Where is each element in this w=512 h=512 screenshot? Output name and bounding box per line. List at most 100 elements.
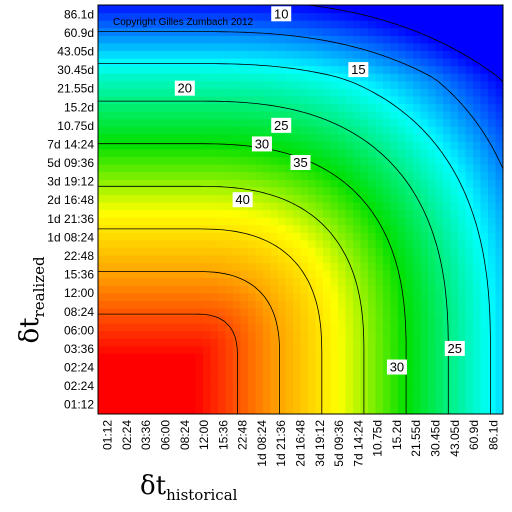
heatmap-cell xyxy=(113,323,122,332)
heatmap-cell xyxy=(308,201,317,211)
heatmap-cell xyxy=(458,360,467,370)
heatmap-cell xyxy=(105,277,114,286)
heatmap-cell xyxy=(443,141,452,150)
heatmap-cell xyxy=(180,171,189,180)
heatmap-cell xyxy=(390,232,399,241)
y-tick-label: 60.9d xyxy=(64,26,94,40)
heatmap-cell xyxy=(165,171,174,180)
heatmap-cell xyxy=(473,315,482,324)
heatmap-cell xyxy=(473,217,482,226)
heatmap-cell xyxy=(195,5,204,14)
heatmap-cell xyxy=(270,270,279,279)
heatmap-cell xyxy=(218,118,227,127)
heatmap-cell xyxy=(323,285,332,294)
heatmap-cell xyxy=(330,383,339,392)
heatmap-cell xyxy=(398,338,407,347)
heatmap-cell xyxy=(443,148,452,158)
heatmap-cell xyxy=(383,133,392,142)
heatmap-cell xyxy=(240,133,249,142)
heatmap-cell xyxy=(188,232,197,241)
heatmap-cell xyxy=(255,300,264,309)
heatmap-cell xyxy=(225,65,234,74)
heatmap-cell xyxy=(300,376,309,385)
y-tick-label: 02:24 xyxy=(64,379,94,393)
heatmap-cell xyxy=(203,20,212,29)
heatmap-cell xyxy=(398,398,407,408)
heatmap-cell xyxy=(375,247,384,256)
heatmap-cell xyxy=(158,118,167,127)
heatmap-cell xyxy=(345,376,354,385)
heatmap-cell xyxy=(98,315,107,324)
heatmap-cell xyxy=(98,323,107,332)
heatmap-cell xyxy=(330,88,339,97)
heatmap-cell xyxy=(480,186,489,195)
heatmap-cell xyxy=(338,254,347,264)
heatmap-cell xyxy=(443,12,452,21)
heatmap-cell xyxy=(128,383,137,392)
heatmap-cell xyxy=(120,171,129,180)
heatmap-cell xyxy=(120,368,129,377)
heatmap-cell xyxy=(128,171,137,180)
heatmap-cell xyxy=(420,368,429,377)
heatmap-cell xyxy=(255,186,264,195)
heatmap-cell xyxy=(458,224,467,233)
heatmap-cell xyxy=(428,398,437,408)
heatmap-cell xyxy=(98,345,107,354)
heatmap-cell xyxy=(120,164,129,173)
heatmap-cell xyxy=(360,315,369,324)
heatmap-cell xyxy=(270,164,279,173)
heatmap-cell xyxy=(218,292,227,301)
heatmap-cell xyxy=(285,277,294,286)
heatmap-cell xyxy=(120,270,129,279)
heatmap-cell xyxy=(405,360,414,370)
heatmap-cell xyxy=(368,353,377,362)
heatmap-cell xyxy=(383,118,392,127)
heatmap-cell xyxy=(203,300,212,309)
heatmap-cell xyxy=(158,360,167,370)
heatmap-cell xyxy=(263,12,272,21)
heatmap-cell xyxy=(345,300,354,309)
heatmap-cell xyxy=(195,35,204,44)
heatmap-cell xyxy=(165,232,174,241)
heatmap-cell xyxy=(278,406,287,414)
heatmap-cell xyxy=(278,58,287,67)
heatmap-cell xyxy=(375,156,384,165)
y-tick-label: 3d 19:12 xyxy=(47,175,94,189)
heatmap-cell xyxy=(285,239,294,248)
heatmap-cell xyxy=(120,95,129,105)
heatmap-cell xyxy=(435,353,444,362)
heatmap-cell xyxy=(345,194,354,203)
heatmap-cell xyxy=(263,111,272,120)
heatmap-cell xyxy=(210,239,219,248)
heatmap-cell xyxy=(105,103,114,112)
heatmap-cell xyxy=(435,323,444,332)
heatmap-cell xyxy=(338,20,347,29)
heatmap-cell xyxy=(338,217,347,226)
heatmap-cell xyxy=(278,111,287,120)
heatmap-cell xyxy=(98,383,107,392)
heatmap-cell xyxy=(188,20,197,29)
heatmap-cell xyxy=(368,285,377,294)
heatmap-cell xyxy=(323,232,332,241)
heatmap-cell xyxy=(465,88,474,97)
heatmap-cell xyxy=(300,103,309,112)
heatmap-cell xyxy=(368,391,377,400)
heatmap-cell xyxy=(150,353,159,362)
heatmap-cell xyxy=(248,315,257,324)
heatmap-cell xyxy=(293,42,302,52)
heatmap-cell xyxy=(255,103,264,112)
heatmap-cell xyxy=(383,164,392,173)
heatmap-cell xyxy=(323,307,332,317)
heatmap-cell xyxy=(143,406,152,414)
heatmap-cell xyxy=(210,209,219,218)
heatmap-cell xyxy=(375,20,384,29)
heatmap-cell xyxy=(300,285,309,294)
heatmap-cell xyxy=(405,141,414,150)
heatmap-cell xyxy=(390,5,399,14)
x-tick-label: 3d 19:12 xyxy=(313,420,327,467)
heatmap-cell xyxy=(180,398,189,408)
heatmap-cell xyxy=(420,285,429,294)
heatmap-cell xyxy=(113,345,122,354)
heatmap-cell xyxy=(188,179,197,188)
heatmap-cell xyxy=(368,398,377,408)
